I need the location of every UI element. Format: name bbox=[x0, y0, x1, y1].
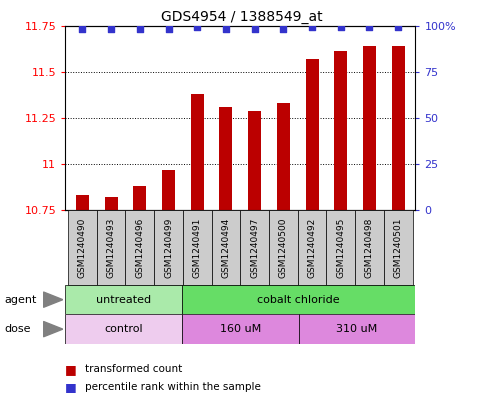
Bar bbox=[162, 170, 175, 210]
Bar bbox=[306, 59, 318, 210]
Bar bbox=[183, 210, 212, 285]
Text: cobalt chloride: cobalt chloride bbox=[257, 295, 340, 305]
Polygon shape bbox=[43, 321, 63, 337]
Text: GSM1240498: GSM1240498 bbox=[365, 217, 374, 278]
Bar bbox=[219, 107, 232, 210]
Bar bbox=[355, 210, 384, 285]
Bar bbox=[154, 210, 183, 285]
Bar bbox=[65, 314, 182, 344]
Text: GSM1240494: GSM1240494 bbox=[221, 217, 230, 278]
Bar bbox=[133, 186, 146, 210]
Bar bbox=[363, 46, 376, 210]
Point bbox=[251, 26, 258, 32]
Point bbox=[366, 24, 373, 31]
Bar bbox=[97, 210, 126, 285]
Bar bbox=[126, 210, 154, 285]
Text: GSM1240492: GSM1240492 bbox=[308, 217, 316, 278]
Bar bbox=[248, 110, 261, 210]
Point bbox=[394, 24, 402, 31]
Text: percentile rank within the sample: percentile rank within the sample bbox=[85, 382, 260, 392]
Text: GSM1240497: GSM1240497 bbox=[250, 217, 259, 278]
Text: GSM1240490: GSM1240490 bbox=[78, 217, 87, 278]
Text: GSM1240500: GSM1240500 bbox=[279, 217, 288, 278]
Bar bbox=[105, 197, 117, 210]
Text: GSM1240495: GSM1240495 bbox=[336, 217, 345, 278]
Bar bbox=[182, 314, 298, 344]
Bar bbox=[327, 210, 355, 285]
Point bbox=[280, 26, 287, 32]
Bar bbox=[298, 314, 415, 344]
Bar bbox=[65, 285, 182, 314]
Point bbox=[165, 26, 172, 32]
Polygon shape bbox=[43, 292, 63, 307]
Text: control: control bbox=[104, 324, 143, 334]
Text: GSM1240499: GSM1240499 bbox=[164, 217, 173, 278]
Text: 310 uM: 310 uM bbox=[336, 324, 378, 334]
Text: dose: dose bbox=[5, 324, 31, 334]
Bar bbox=[182, 285, 415, 314]
Bar bbox=[212, 210, 241, 285]
Text: GSM1240501: GSM1240501 bbox=[394, 217, 403, 278]
Bar bbox=[68, 210, 97, 285]
Text: GDS4954 / 1388549_at: GDS4954 / 1388549_at bbox=[161, 10, 322, 24]
Bar bbox=[392, 46, 405, 210]
Point bbox=[308, 24, 316, 31]
Point bbox=[222, 26, 230, 32]
Text: ■: ■ bbox=[65, 380, 77, 393]
Point bbox=[107, 26, 115, 32]
Text: transformed count: transformed count bbox=[85, 364, 182, 375]
Point bbox=[193, 24, 201, 31]
Bar bbox=[269, 210, 298, 285]
Text: ■: ■ bbox=[65, 363, 77, 376]
Bar bbox=[384, 210, 412, 285]
Bar bbox=[241, 210, 269, 285]
Point bbox=[136, 26, 144, 32]
Text: GSM1240491: GSM1240491 bbox=[193, 217, 202, 278]
Point bbox=[79, 26, 86, 32]
Bar bbox=[298, 210, 327, 285]
Point bbox=[337, 24, 344, 31]
Text: 160 uM: 160 uM bbox=[220, 324, 261, 334]
Bar bbox=[191, 94, 204, 210]
Text: untreated: untreated bbox=[96, 295, 151, 305]
Text: GSM1240496: GSM1240496 bbox=[135, 217, 144, 278]
Text: agent: agent bbox=[5, 295, 37, 305]
Bar bbox=[334, 51, 347, 210]
Bar bbox=[277, 103, 290, 210]
Bar bbox=[76, 195, 89, 210]
Text: GSM1240493: GSM1240493 bbox=[107, 217, 115, 278]
